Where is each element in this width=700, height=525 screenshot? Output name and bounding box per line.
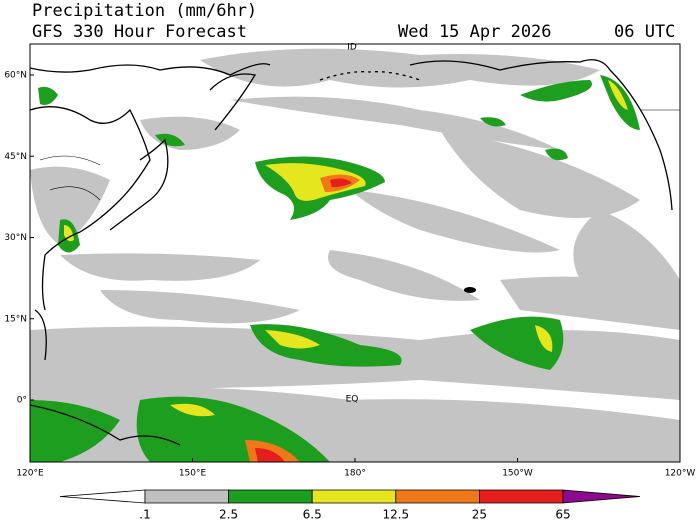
lon-label: 120°E bbox=[16, 469, 44, 479]
colorbar-label: .1 bbox=[139, 508, 150, 522]
map-axes: 60°N 45°N 30°N 15°N 0° 120°E 150°E 180° 150°W 120… bbox=[4, 71, 695, 479]
colorbar-label: 12.5 bbox=[382, 508, 409, 522]
lat-label: 60°N bbox=[4, 71, 27, 81]
lat-label: 45°N bbox=[4, 152, 27, 162]
colorbar-label: 2.5 bbox=[219, 508, 238, 522]
colorbar-segment bbox=[311, 489, 397, 504]
lat-label: 15°N bbox=[4, 314, 27, 324]
title: Precipitation (mm/6hr) bbox=[32, 1, 257, 21]
lat-label: 30°N bbox=[4, 233, 27, 243]
colorbar-label: 65 bbox=[555, 508, 570, 522]
colorbar-segment bbox=[228, 489, 313, 504]
colorbar-label: 25 bbox=[472, 508, 487, 522]
colorbar-segment bbox=[395, 489, 480, 504]
place-label: EQ bbox=[346, 395, 359, 405]
colorbar: .1 2.5 6.5 12.5 25 65 bbox=[59, 489, 641, 522]
place-label: ID bbox=[347, 43, 357, 53]
colorbar-segment bbox=[479, 489, 564, 504]
colorbar-label: 6.5 bbox=[303, 508, 322, 522]
subtitle: GFS 330 Hour Forecast bbox=[32, 22, 247, 42]
colorbar-segment bbox=[144, 489, 229, 504]
precip-map bbox=[30, 44, 680, 462]
colorbar-segment bbox=[59, 489, 146, 504]
heavy-precip bbox=[30, 75, 640, 462]
lon-label: 150°E bbox=[179, 469, 207, 479]
coastlines bbox=[30, 59, 680, 446]
lon-label: 120°W bbox=[665, 469, 696, 479]
lat-label: 0° bbox=[17, 396, 27, 406]
lon-label: 180° bbox=[344, 469, 366, 479]
colorbar-segment bbox=[562, 489, 641, 504]
valid-time: 06 UTC bbox=[614, 22, 675, 42]
valid-date: Wed 15 Apr 2026 bbox=[398, 22, 552, 42]
lon-label: 150°W bbox=[502, 469, 533, 479]
